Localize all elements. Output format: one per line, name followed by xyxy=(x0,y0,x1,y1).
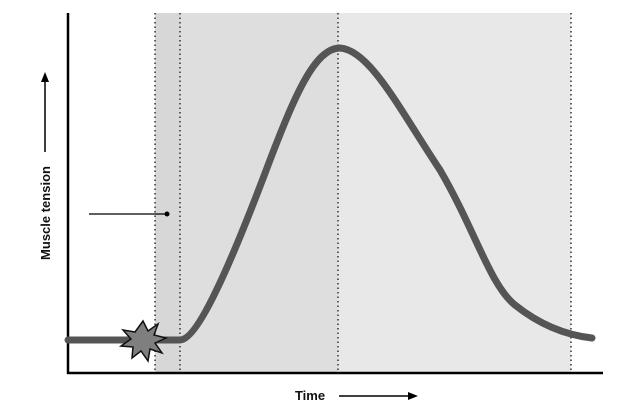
y-axis-label: Muscle tension xyxy=(38,166,53,260)
latent-period-band xyxy=(155,13,180,373)
x-axis-label: Time xyxy=(295,388,325,403)
x-axis-arrowhead-icon xyxy=(408,392,418,400)
latent-period-leader-dot xyxy=(164,211,170,217)
y-axis-arrowhead-icon xyxy=(41,72,49,82)
stimulus-burst-icon xyxy=(118,319,169,363)
tension-curve xyxy=(64,44,596,344)
